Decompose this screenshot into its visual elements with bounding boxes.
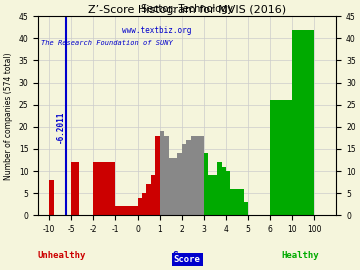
Bar [213,176,217,215]
Bar [160,131,164,215]
Bar [204,153,208,215]
Bar [164,136,168,215]
Bar [230,189,235,215]
Bar [142,193,147,215]
Bar [239,189,244,215]
Text: Score: Score [172,251,202,261]
Bar [71,162,79,215]
Bar [173,158,177,215]
Bar [116,206,127,215]
Bar [235,189,239,215]
Bar [270,100,292,215]
Bar [138,198,142,215]
Title: Z’-Score Histogram for MVIS (2016): Z’-Score Histogram for MVIS (2016) [88,5,286,15]
Text: The Research Foundation of SUNY: The Research Foundation of SUNY [41,40,173,46]
Bar [147,184,151,215]
Bar [155,136,160,215]
Bar [195,136,199,215]
Bar [127,206,138,215]
Bar [93,162,116,215]
Text: Healthy: Healthy [282,251,319,260]
Bar [199,136,204,215]
Bar [168,158,173,215]
Text: Score: Score [174,255,201,264]
Text: Unhealthy: Unhealthy [38,251,86,260]
Bar [177,153,182,215]
Bar [208,176,213,215]
Bar [190,136,195,215]
Bar [244,202,248,215]
Text: www.textbiz.org: www.textbiz.org [122,26,191,35]
Bar [292,29,314,215]
Bar [186,140,190,215]
Bar [49,180,54,215]
Bar [182,144,186,215]
Bar [217,162,221,215]
Bar [226,171,230,215]
Text: -6.2011: -6.2011 [56,111,65,143]
Bar [221,167,226,215]
Text: Sector: Technology: Sector: Technology [141,4,233,14]
Bar [151,176,155,215]
Y-axis label: Number of companies (574 total): Number of companies (574 total) [4,52,13,180]
